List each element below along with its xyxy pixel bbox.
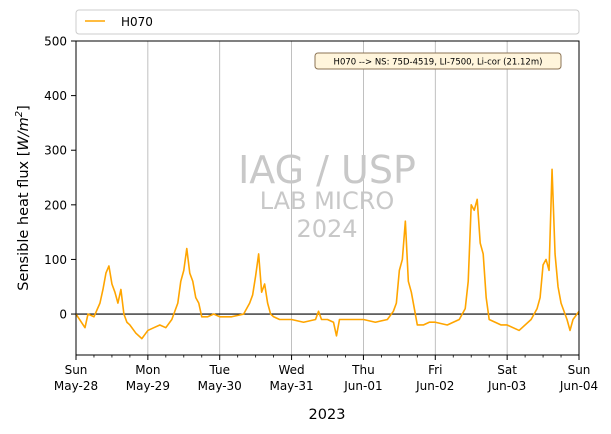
series-line-h070: [75, 168, 580, 340]
x-tick-label-date: May-30: [198, 379, 242, 393]
annotation-box: [314, 52, 562, 70]
annotation: H070 --> NS: 75D-4519, LI-7500, Li-cor (…: [314, 52, 562, 70]
x-tick-label-day: Tue: [208, 363, 230, 377]
y-axis: 0 100 200 300 400 500: [44, 35, 76, 322]
x-tick-label-date: May-28: [54, 379, 98, 393]
x-tick-label-date: May-29: [126, 379, 170, 393]
y-tick-label: 200: [44, 198, 67, 212]
watermark-line-1: IAG / USP: [238, 148, 416, 192]
y-axis-label-close: ]: [16, 105, 32, 111]
x-tick-label-day: Fri: [428, 363, 442, 377]
y-tick-label: 100: [44, 253, 67, 267]
x-axis-label: 2023: [309, 407, 346, 423]
x-tick-label-day: Wed: [278, 363, 304, 377]
x-tick-label-day: Sat: [497, 363, 517, 377]
x-tick-label-date: Jun-02: [415, 379, 454, 393]
plot-background: [76, 41, 579, 355]
x-tick-label-day: Sun: [65, 363, 88, 377]
plot-area: IAG / USP LAB MICRO 2024 H070 --> NS: 75…: [75, 40, 580, 356]
y-axis-label-text: Sensible heat flux [: [16, 151, 32, 291]
y-tick-label: 0: [59, 308, 67, 322]
x-tick-label-day: Mon: [135, 363, 160, 377]
x-tick-label-day: Thu: [351, 363, 375, 377]
legend-label: H070: [121, 15, 153, 29]
y-tick-label: 500: [44, 35, 67, 49]
gridlines: [147, 41, 508, 355]
y-axis-label: Sensible heat flux [W/m2]: [14, 105, 32, 291]
annotation-text: H070 --> NS: 75D-4519, LI-7500, Li-cor (…: [334, 58, 543, 68]
x-tick-label-date: May-31: [269, 379, 313, 393]
y-axis-label-unit: W/m: [16, 117, 32, 150]
x-tick-label-date: Jun-03: [487, 379, 526, 393]
watermark: IAG / USP LAB MICRO 2024: [238, 148, 416, 243]
legend: H070: [75, 9, 580, 35]
x-tick-label-date: Jun-01: [343, 379, 382, 393]
x-tick-label-date: Jun-04: [559, 379, 598, 393]
watermark-line-2: LAB MICRO: [260, 187, 395, 215]
watermark-line-3: 2024: [296, 215, 357, 243]
y-axis-label-exp: 2: [14, 111, 25, 117]
x-axis: Sun May-28 Mon May-29 Tue May-30 Wed May-31 Thu J…: [54, 355, 598, 393]
x-tick-label-day: Sun: [568, 363, 591, 377]
y-tick-label: 400: [44, 89, 67, 103]
legend-box: [75, 9, 580, 35]
y-tick-label: 300: [44, 144, 67, 158]
